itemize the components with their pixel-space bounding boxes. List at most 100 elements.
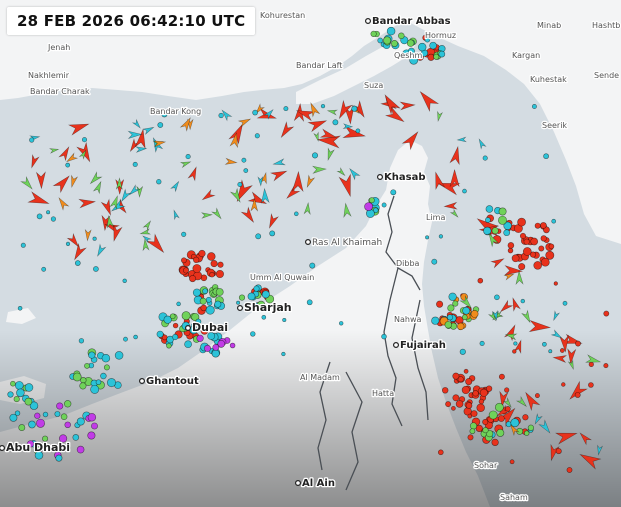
vessel-marker[interactable] (527, 424, 535, 431)
vessel-marker[interactable] (229, 342, 236, 349)
vessel-marker[interactable] (461, 314, 468, 321)
vessel-marker[interactable] (199, 297, 207, 305)
vessel-marker[interactable] (128, 138, 141, 153)
vessel-marker[interactable] (407, 47, 415, 55)
vessel-marker[interactable] (438, 234, 444, 239)
vessel-marker[interactable] (10, 380, 16, 387)
vessel-marker[interactable] (260, 187, 270, 204)
vessel-marker[interactable] (88, 351, 96, 359)
vessel-marker[interactable] (229, 187, 244, 204)
vessel-marker[interactable] (237, 116, 252, 128)
vessel-marker[interactable] (76, 417, 85, 426)
vessel-marker[interactable] (497, 415, 505, 422)
vessel-marker[interactable] (368, 197, 375, 204)
vessel-marker[interactable] (465, 402, 473, 409)
vessel-marker[interactable] (540, 257, 550, 267)
vessel-marker[interactable] (260, 171, 269, 185)
vessel-marker[interactable] (492, 310, 499, 321)
vessel-marker[interactable] (548, 349, 553, 354)
vessel-marker[interactable] (508, 423, 520, 437)
vessel-marker[interactable] (41, 266, 47, 272)
vessel-marker[interactable] (485, 385, 493, 392)
vessel-marker[interactable] (578, 431, 593, 446)
vessel-marker[interactable] (254, 103, 266, 115)
vessel-marker[interactable] (498, 373, 505, 380)
vessel-marker[interactable] (88, 171, 103, 186)
vessel-marker[interactable] (250, 197, 259, 212)
vessel-marker[interactable] (146, 233, 168, 256)
vessel-marker[interactable] (65, 152, 79, 164)
vessel-marker[interactable] (477, 277, 484, 284)
vessel-marker[interactable] (253, 285, 260, 292)
vessel-marker[interactable] (20, 242, 26, 248)
vessel-marker[interactable] (156, 179, 162, 185)
vessel-marker[interactable] (461, 385, 470, 395)
vessel-marker[interactable] (203, 344, 212, 352)
vessel-marker[interactable] (229, 132, 240, 149)
vessel-marker[interactable] (452, 394, 460, 402)
vessel-marker[interactable] (399, 101, 416, 111)
vessel-marker[interactable] (161, 111, 168, 118)
vessel-marker[interactable] (479, 340, 485, 346)
vessel-marker[interactable] (166, 343, 172, 349)
vessel-marker[interactable] (65, 162, 71, 168)
vessel-marker[interactable] (115, 177, 123, 190)
vessel-marker[interactable] (217, 261, 224, 268)
vessel-marker[interactable] (269, 230, 276, 237)
vessel-marker[interactable] (507, 242, 515, 249)
vessel-marker[interactable] (510, 418, 520, 428)
vessel-marker[interactable] (127, 130, 143, 139)
vessel-marker[interactable] (459, 348, 466, 355)
vessel-marker[interactable] (391, 40, 398, 47)
vessel-marker[interactable] (551, 218, 557, 224)
vessel-marker[interactable] (311, 165, 327, 174)
vessel-marker[interactable] (494, 402, 504, 412)
vessel-marker[interactable] (478, 398, 485, 405)
vessel-marker[interactable] (181, 257, 187, 264)
vessel-marker[interactable] (49, 147, 60, 154)
vessel-marker[interactable] (100, 198, 114, 216)
vessel-marker[interactable] (224, 157, 238, 165)
vessel-marker[interactable] (142, 234, 152, 244)
vessel-marker[interactable] (437, 449, 444, 456)
vessel-marker[interactable] (78, 149, 88, 160)
vessel-marker[interactable] (383, 36, 392, 45)
vessel-marker[interactable] (531, 104, 537, 109)
vessel-marker[interactable] (46, 210, 51, 215)
vessel-marker[interactable] (211, 349, 220, 358)
vessel-marker[interactable] (431, 316, 440, 325)
vessel-marker[interactable] (27, 191, 50, 209)
vessel-marker[interactable] (153, 139, 167, 148)
vessel-marker[interactable] (87, 413, 97, 422)
vessel-marker[interactable] (214, 300, 222, 308)
vessel-marker[interactable] (496, 428, 505, 437)
vessel-marker[interactable] (319, 128, 338, 141)
vessel-marker[interactable] (241, 157, 247, 163)
vessel-marker[interactable] (272, 158, 286, 167)
vessel-marker[interactable] (34, 412, 41, 419)
vessel-marker[interactable] (377, 37, 384, 44)
vessel-marker[interactable] (567, 359, 575, 370)
vessel-marker[interactable] (490, 256, 505, 269)
vessel-marker[interactable] (456, 136, 467, 143)
vessel-marker[interactable] (463, 368, 469, 374)
vessel-marker[interactable] (512, 349, 517, 354)
vessel-marker[interactable] (123, 336, 128, 342)
vessel-marker[interactable] (533, 261, 542, 270)
vessel-marker[interactable] (172, 209, 180, 221)
vessel-marker[interactable] (552, 310, 561, 322)
vessel-marker[interactable] (335, 99, 353, 121)
vessel-marker[interactable] (134, 128, 148, 149)
vessel-marker[interactable] (448, 292, 457, 301)
vessel-marker[interactable] (72, 372, 82, 382)
vessel-marker[interactable] (269, 167, 288, 182)
vessel-marker[interactable] (59, 434, 68, 443)
vessel-marker[interactable] (200, 326, 209, 335)
vessel-marker[interactable] (198, 249, 206, 258)
vessel-marker[interactable] (52, 173, 72, 194)
vessel-marker[interactable] (29, 401, 39, 410)
vessel-marker[interactable] (281, 351, 286, 357)
vessel-marker[interactable] (50, 216, 56, 222)
vessel-marker[interactable] (518, 263, 526, 271)
